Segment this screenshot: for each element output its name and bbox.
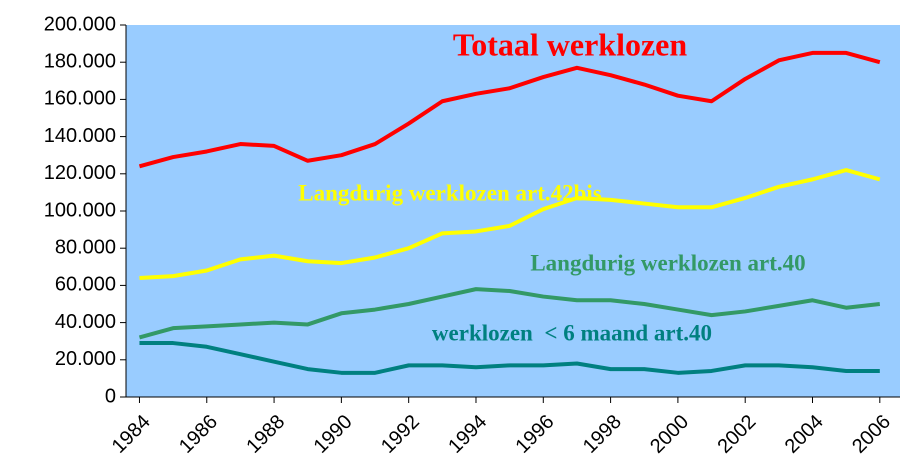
x-tick-label: 2002 (713, 411, 760, 458)
x-tick-label: 2000 (646, 411, 693, 458)
y-tick-label: 0 (105, 385, 116, 407)
y-tick-label: 40.000 (55, 311, 116, 333)
series-label: Langdurig werklozen art.40 (530, 250, 805, 275)
x-tick-label: 2006 (848, 411, 895, 458)
x-tick-label: 1988 (242, 411, 289, 458)
series-label: Langdurig werklozen art.42bis (298, 180, 602, 205)
line-series (139, 341, 880, 375)
x-tick-label: 2004 (781, 411, 828, 458)
y-tick-label: 200.000 (44, 13, 116, 35)
y-tick-label: 140.000 (44, 125, 116, 147)
x-tick-label: 1984 (108, 411, 155, 458)
x-tick-label: 1998 (579, 411, 626, 458)
series-label: werklozen < 6 maand art.40 (432, 320, 712, 345)
line-series (138, 50, 881, 169)
x-tick-label: 1990 (310, 411, 357, 458)
y-tick-label: 100.000 (44, 199, 116, 221)
y-tick-label: 80.000 (55, 236, 116, 258)
series-label: Totaal werklozen (453, 26, 688, 62)
line-series (138, 287, 881, 340)
x-tick-label: 1996 (512, 411, 559, 458)
y-tick-label: 160.000 (44, 88, 116, 110)
x-tick-label: 1994 (444, 411, 491, 458)
y-tick-label: 60.000 (55, 274, 116, 296)
x-tick-label: 1992 (377, 411, 424, 458)
y-tick-label: 20.000 (55, 348, 116, 370)
y-tick-label: 180.000 (44, 50, 116, 72)
y-tick-label: 120.000 (44, 162, 116, 184)
x-tick-label: 1986 (175, 411, 222, 458)
line-series (139, 168, 881, 280)
